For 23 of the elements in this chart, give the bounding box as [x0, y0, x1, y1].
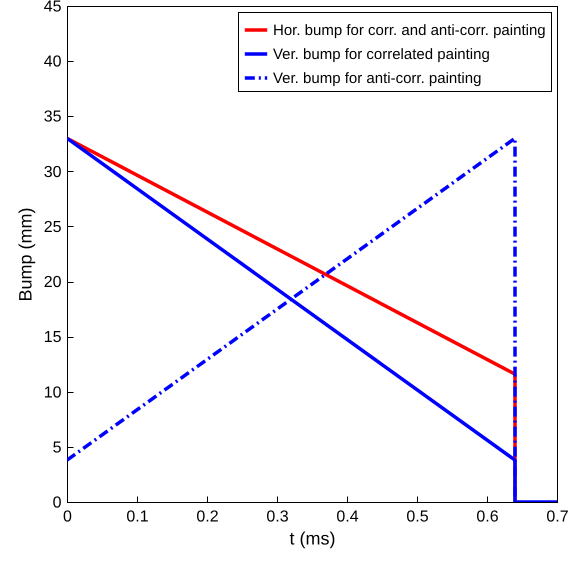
y-tick-label: 20 [44, 274, 62, 292]
y-axis-title: Bump (mm) [16, 208, 36, 302]
y-tick-label: 5 [52, 439, 62, 456]
x-tick-label: 0.4 [336, 508, 359, 526]
y-tick-label: 15 [44, 329, 62, 346]
y-tick-label: 40 [44, 54, 62, 71]
x-tick-label: 0 [63, 508, 72, 526]
y-tick-label: 25 [44, 218, 62, 236]
y-tick-label: 30 [44, 164, 62, 181]
x-tick-label: 0.2 [196, 508, 219, 526]
y-tick-label: 0 [52, 494, 62, 512]
legend-label: Hor. bump for corr. and anti-corr. painting [273, 22, 546, 39]
y-tick-label: 10 [44, 384, 62, 402]
x-tick-label: 0.6 [476, 508, 499, 526]
x-tick-label: 0.3 [266, 508, 289, 526]
legend-label: Ver. bump for anti-corr. painting [273, 70, 482, 87]
legend-label: Ver. bump for correlated painting [273, 46, 490, 63]
y-tick-label: 35 [44, 108, 62, 126]
x-axis-title: t (ms) [290, 528, 336, 548]
x-tick-label: 0.7 [546, 508, 569, 526]
x-tick-label: 0.5 [406, 508, 429, 526]
y-tick-label: 45 [44, 0, 62, 16]
x-tick-label: 0.1 [126, 508, 149, 526]
